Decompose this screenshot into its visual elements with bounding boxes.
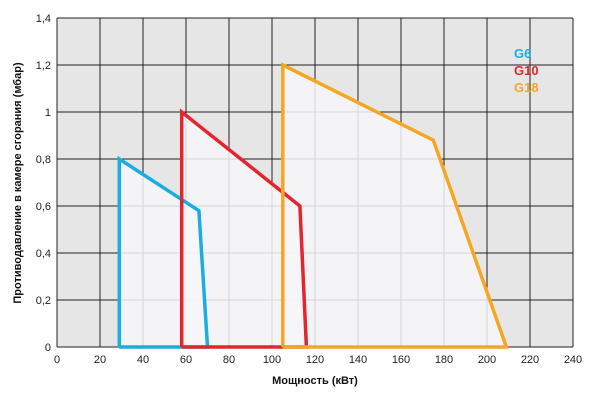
series-group — [117, 62, 509, 349]
x-tick-label: 20 — [94, 354, 106, 366]
legend-entry-g18: G18 — [514, 80, 539, 95]
x-tick-label: 0 — [54, 354, 60, 366]
legend-entry-g6: G6 — [514, 46, 531, 61]
legend-entry-g10: G10 — [514, 63, 539, 78]
x-tick-label: 240 — [564, 354, 582, 366]
y-axis-title: Противодавление в камере сгорания (мбар) — [12, 62, 24, 304]
y-tick-label: 1 — [45, 107, 51, 119]
series-line-g10 — [179, 108, 309, 349]
y-tick-labels: 0 0,2 0,4 0,6 0,8 1 1,2 1,4 — [36, 13, 51, 354]
y-tick-label: 1,2 — [36, 60, 51, 72]
legend: G6 G10 G18 — [514, 46, 539, 95]
x-tick-label: 100 — [263, 354, 281, 366]
x-tick-label: 40 — [137, 354, 149, 366]
y-tick-label: 0 — [45, 342, 51, 354]
y-tick-label: 1,4 — [36, 13, 51, 25]
x-tick-label: 140 — [349, 354, 367, 366]
x-tick-label: 160 — [392, 354, 410, 366]
x-tick-label: 120 — [306, 354, 324, 366]
x-axis-title: Мощность (кВт) — [272, 375, 358, 387]
series-line-g18 — [281, 62, 509, 349]
x-tick-label: 200 — [478, 354, 496, 366]
x-tick-label: 60 — [180, 354, 192, 366]
y-tick-label: 0,2 — [36, 295, 51, 307]
x-tick-label: 180 — [435, 354, 453, 366]
x-tick-labels: 0 20 40 60 80 100 120 140 160 180 200 220 240 — [54, 354, 582, 366]
y-tick-label: 0,4 — [36, 248, 51, 260]
y-tick-label: 0,6 — [36, 201, 51, 213]
y-tick-label: 0,8 — [36, 154, 51, 166]
series-fill-g10 — [181, 112, 307, 347]
series-line-g6 — [117, 155, 210, 349]
x-tick-label: 80 — [223, 354, 235, 366]
series-fill-g18 — [282, 65, 507, 347]
x-tick-label: 220 — [521, 354, 539, 366]
